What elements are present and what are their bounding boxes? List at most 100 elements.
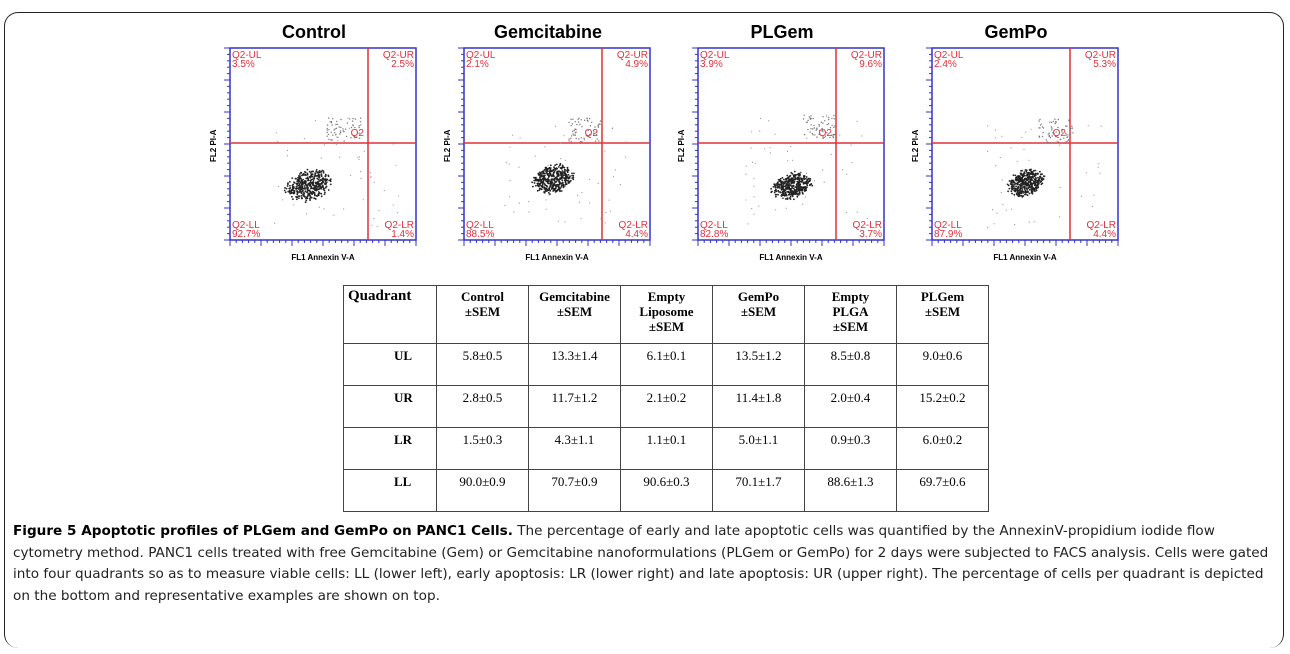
event-dot bbox=[300, 171, 302, 174]
plot-frame bbox=[697, 47, 885, 241]
event-dot bbox=[798, 178, 801, 181]
event-dot bbox=[813, 124, 815, 127]
event-dot bbox=[325, 185, 328, 188]
event-dot bbox=[308, 197, 311, 200]
event-dot bbox=[540, 178, 543, 181]
event-dot bbox=[549, 189, 552, 192]
event-dot bbox=[580, 137, 582, 139]
event-dot bbox=[791, 180, 794, 182]
event-dot bbox=[543, 182, 546, 185]
event-dot bbox=[572, 133, 574, 135]
event-dot bbox=[395, 164, 397, 166]
event-dot bbox=[1059, 144, 1061, 146]
event-dot bbox=[548, 175, 551, 177]
event-dot bbox=[751, 161, 754, 163]
event-dot bbox=[1018, 177, 1021, 180]
scatter-dots bbox=[274, 117, 400, 227]
event-dot bbox=[1050, 121, 1053, 124]
event-dot bbox=[570, 135, 573, 137]
event-dot bbox=[1027, 172, 1029, 175]
event-dot bbox=[1068, 166, 1070, 168]
event-dot bbox=[792, 187, 795, 190]
event-dot bbox=[800, 177, 803, 180]
event-dot bbox=[1093, 194, 1095, 196]
event-dot bbox=[1029, 176, 1032, 179]
table-cell: 90.0±0.9 bbox=[436, 469, 529, 512]
event-dot bbox=[545, 166, 548, 169]
event-dot bbox=[343, 140, 345, 142]
event-dot bbox=[775, 183, 777, 186]
panel-title: GemPo bbox=[984, 22, 1048, 42]
event-dot bbox=[302, 178, 304, 181]
event-dot bbox=[291, 189, 293, 192]
event-dot bbox=[745, 165, 747, 167]
event-dot bbox=[358, 126, 360, 129]
event-dot bbox=[797, 194, 800, 196]
event-dot bbox=[349, 118, 351, 120]
event-dot bbox=[572, 130, 574, 133]
event-dot bbox=[802, 192, 804, 195]
event-dot bbox=[541, 183, 544, 185]
y-axis-label: FL2 PI-A bbox=[677, 129, 686, 162]
event-dot bbox=[1100, 125, 1102, 127]
event-dot bbox=[297, 176, 299, 179]
event-dot bbox=[324, 187, 327, 189]
event-dot bbox=[774, 189, 776, 192]
event-dot bbox=[579, 123, 581, 126]
event-dot bbox=[1008, 180, 1011, 182]
event-dot bbox=[544, 146, 546, 148]
event-dot bbox=[288, 189, 291, 192]
event-dot bbox=[287, 182, 289, 185]
event-dot bbox=[331, 139, 333, 141]
event-dot bbox=[561, 170, 564, 172]
event-dot bbox=[1038, 120, 1040, 122]
event-dot bbox=[779, 185, 781, 187]
event-dot bbox=[790, 181, 793, 184]
event-dot bbox=[834, 130, 837, 133]
event-dot bbox=[572, 178, 575, 181]
event-dot bbox=[1014, 182, 1016, 185]
event-dot bbox=[1028, 188, 1031, 191]
event-dot bbox=[1094, 227, 1096, 229]
event-dot bbox=[1016, 187, 1019, 190]
event-dot bbox=[1039, 175, 1041, 178]
event-dot bbox=[787, 181, 790, 184]
event-dot bbox=[801, 203, 804, 205]
event-dot bbox=[310, 172, 312, 174]
event-dot bbox=[528, 211, 530, 213]
event-dot bbox=[790, 191, 793, 194]
event-dot bbox=[553, 167, 556, 170]
event-dot bbox=[604, 222, 606, 224]
event-dot bbox=[1057, 126, 1059, 129]
event-dot bbox=[1034, 177, 1037, 179]
event-dot bbox=[774, 133, 776, 135]
event-dot bbox=[1023, 191, 1026, 194]
event-dot bbox=[538, 189, 541, 192]
event-dot bbox=[518, 202, 520, 204]
event-dot bbox=[581, 126, 583, 128]
event-dot bbox=[1041, 135, 1044, 138]
event-dot bbox=[289, 192, 292, 195]
event-dot bbox=[578, 201, 580, 203]
quadrant-ur-label: Q2-UR bbox=[617, 50, 648, 61]
event-dot bbox=[1041, 126, 1044, 128]
event-dot bbox=[304, 190, 307, 193]
event-dot bbox=[541, 184, 543, 187]
event-dot bbox=[554, 184, 557, 187]
event-dot bbox=[315, 189, 318, 192]
event-dot bbox=[625, 141, 627, 143]
event-dot bbox=[581, 192, 583, 194]
event-dot bbox=[307, 194, 309, 197]
table-cell: 70.1±1.7 bbox=[712, 469, 805, 512]
event-dot bbox=[798, 181, 801, 184]
event-dot bbox=[310, 182, 313, 184]
event-dot bbox=[806, 178, 809, 181]
event-dot bbox=[335, 123, 337, 126]
event-dot bbox=[327, 189, 330, 191]
event-dot bbox=[550, 178, 553, 181]
event-dot bbox=[282, 199, 284, 201]
event-dot bbox=[1031, 179, 1034, 182]
event-dot bbox=[371, 224, 373, 226]
event-dot bbox=[1009, 181, 1011, 183]
table-cell: 11.7±1.2 bbox=[528, 385, 621, 428]
